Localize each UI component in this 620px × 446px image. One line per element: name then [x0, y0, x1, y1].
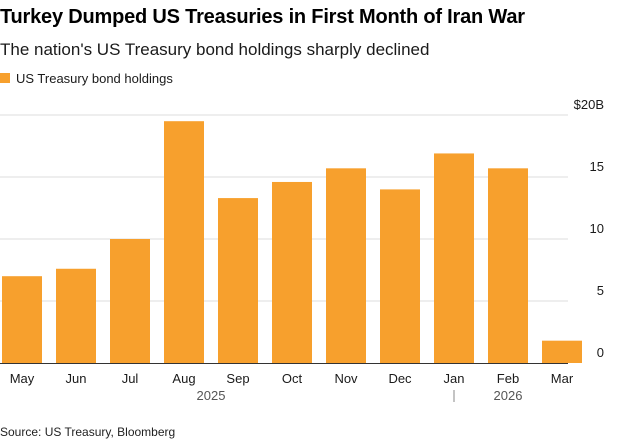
x-tick-label: Sep	[226, 371, 249, 386]
x-tick-label: Oct	[282, 371, 303, 386]
bar	[56, 268, 96, 363]
bar	[380, 189, 420, 363]
x-tick-label: May	[10, 371, 35, 386]
chart-title: Turkey Dumped US Treasuries in First Mon…	[0, 6, 525, 28]
y-tick-label: 5	[597, 283, 604, 298]
y-tick-label: 15	[590, 159, 604, 174]
bar	[218, 198, 258, 363]
legend-label: US Treasury bond holdings	[16, 70, 173, 86]
bar	[2, 276, 42, 363]
x-tick-label: Jun	[66, 371, 87, 386]
year-label: 2025	[197, 388, 226, 403]
x-tick-label: Mar	[551, 371, 574, 386]
bar	[542, 340, 582, 363]
source-note: Source: US Treasury, Bloomberg	[0, 425, 176, 439]
bar	[272, 181, 312, 363]
x-tick-label: Jan	[444, 371, 465, 386]
bar	[488, 168, 528, 363]
x-tick-label: Dec	[388, 371, 412, 386]
x-tick-label: Jul	[122, 371, 139, 386]
bar	[164, 121, 204, 363]
chart-legend: US Treasury bond holdings	[0, 69, 173, 87]
bar	[434, 153, 474, 363]
year-label: 2026	[494, 388, 523, 403]
y-tick-label: 10	[590, 221, 604, 236]
x-tick-label: Feb	[497, 371, 519, 386]
y-tick-label: $20B	[574, 97, 604, 112]
chart-subtitle: The nation's US Treasury bond holdings s…	[0, 40, 430, 59]
x-tick-label: Aug	[172, 371, 195, 386]
bar	[326, 168, 366, 363]
bar	[110, 239, 150, 363]
y-tick-label: 0	[597, 345, 604, 360]
legend-swatch	[0, 73, 10, 83]
x-tick-label: Nov	[334, 371, 358, 386]
